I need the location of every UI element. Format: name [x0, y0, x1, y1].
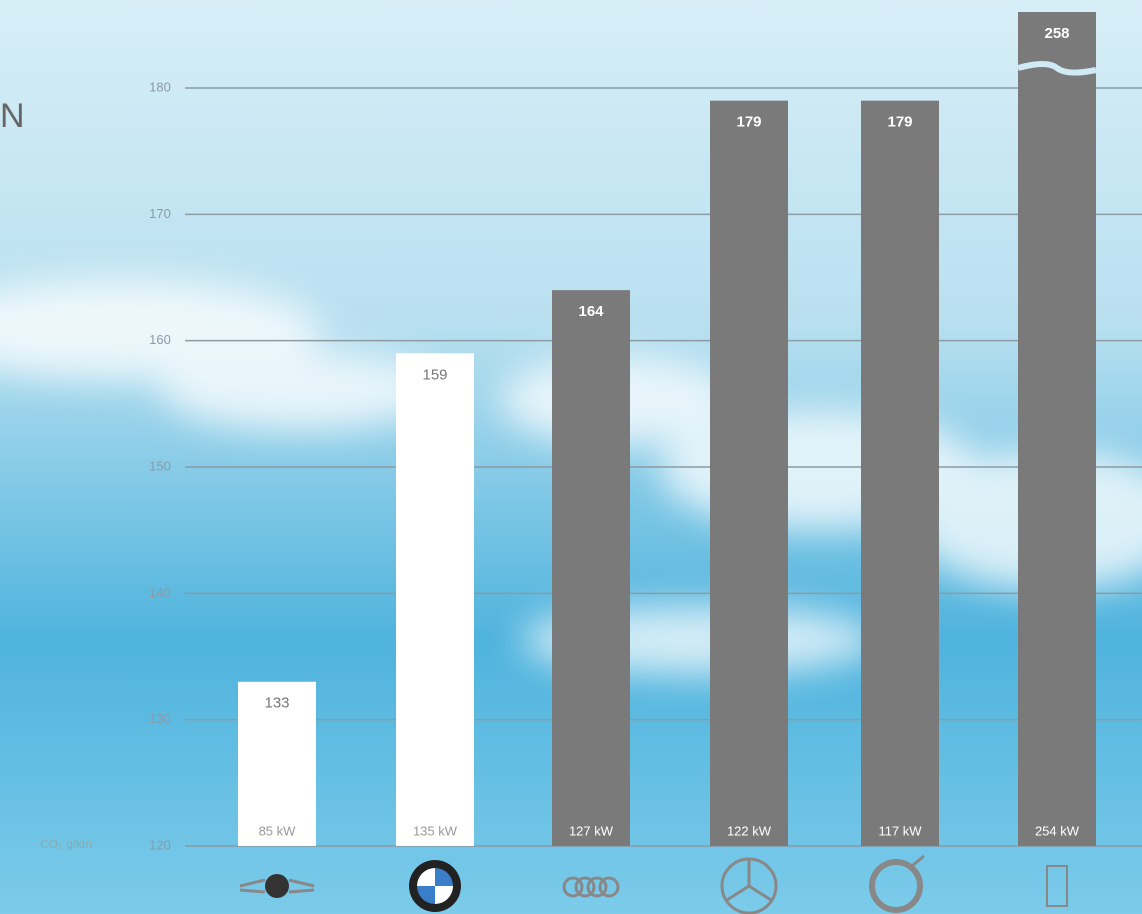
power-label: 254 kW: [1035, 823, 1080, 838]
bar: [396, 353, 474, 846]
y-tick-label: 130: [149, 711, 171, 726]
y-tick-label: 120: [149, 837, 171, 852]
power-label: 117 kW: [878, 823, 922, 838]
y-tick-label: 180: [149, 79, 171, 94]
y-tick-label: 170: [149, 206, 171, 221]
chart-title: N: [0, 97, 25, 135]
bar: [552, 290, 630, 846]
page: N CO₂ g/km 120 130 140 150 160 170 180 133 85 kW…: [0, 0, 1142, 914]
power-label: 85 kW: [259, 823, 297, 838]
y-tick-label: 140: [149, 585, 171, 600]
chart: N CO₂ g/km 120 130 140 150 160 170 180 133 85 kW…: [0, 0, 1142, 914]
value-label: 179: [887, 114, 912, 131]
value-label: 164: [578, 303, 604, 320]
bar: [861, 101, 939, 846]
value-label: 179: [736, 114, 761, 131]
y-axis-label: CO₂ g/km: [40, 837, 92, 851]
y-tick-label: 150: [149, 458, 171, 473]
power-label: 135 kW: [413, 823, 458, 838]
y-tick-label: 160: [149, 332, 171, 347]
power-label: 122 kW: [727, 823, 772, 838]
value-label: 159: [422, 366, 447, 383]
value-label: 133: [264, 695, 289, 712]
power-label: 127 kW: [569, 823, 614, 838]
value-label: 258: [1044, 25, 1069, 42]
bar: [710, 101, 788, 846]
bar: [1018, 12, 1096, 846]
